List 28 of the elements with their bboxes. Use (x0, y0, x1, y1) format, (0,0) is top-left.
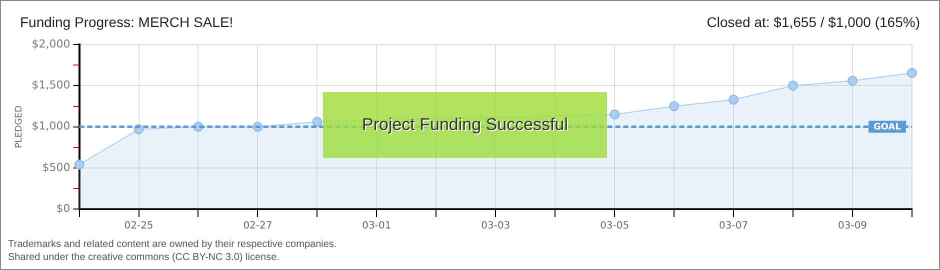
y-tick-label: $1,500 (32, 78, 70, 92)
y-tick-label: $1,000 (32, 120, 70, 133)
ref-line-label: GOAL (874, 122, 902, 133)
x-tick-label: 03-05 (600, 220, 630, 232)
point (610, 109, 620, 120)
point (312, 116, 322, 127)
point (788, 80, 798, 91)
chart-subtitle: Closed at: $1,655 / $1,000 (165%) (706, 14, 920, 30)
annotation: Project Funding Successful (362, 115, 568, 135)
point (669, 101, 680, 112)
banner: Project Funding Successful (323, 92, 607, 158)
y-tick-label: $0 (56, 202, 70, 215)
point (907, 68, 917, 78)
x-tick-label: 02-25 (124, 220, 154, 232)
y-tick-label: $2,000 (32, 37, 70, 50)
x-tick-label: 03-03 (481, 220, 510, 232)
chart-title: Funding Progress: MERCH SALE! (20, 14, 234, 30)
x-tick-label: 03-01 (362, 220, 392, 232)
point (728, 94, 739, 105)
text: Trademarks and related content are owned by their respective companies. (8, 239, 337, 250)
point (74, 160, 84, 170)
point (848, 76, 858, 86)
x-tick-label: 03-09 (838, 220, 868, 232)
y-axis-title: PLEDGED (14, 105, 25, 148)
text: Shared under the creative commons (CC BY-NC 3.0) license. (8, 252, 280, 263)
y-tick-label: $500 (42, 160, 70, 174)
x-tick-label: 02-27 (243, 220, 272, 232)
x-tick-label: 03-07 (719, 220, 748, 232)
